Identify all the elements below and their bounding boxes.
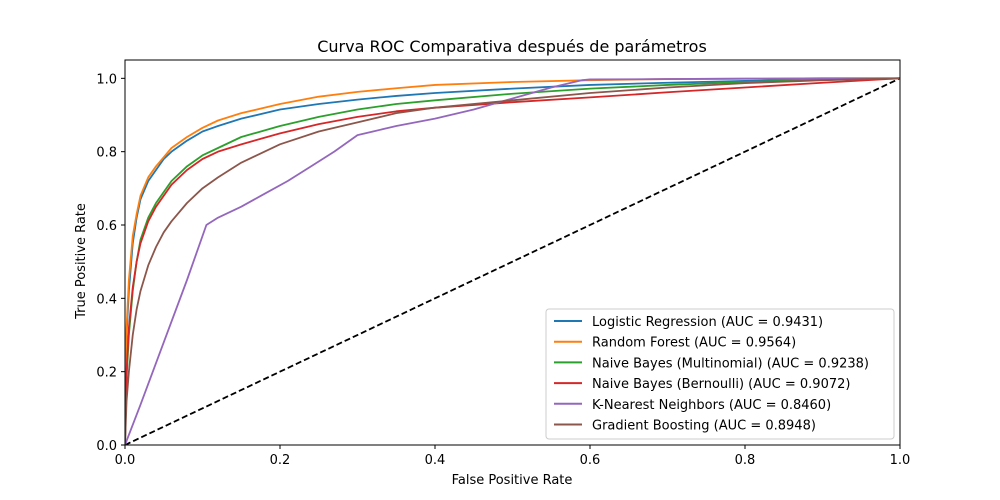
legend-label: Naive Bayes (Bernoulli) (AUC = 0.9072) bbox=[592, 377, 850, 392]
y-tick-label: 0.8 bbox=[96, 146, 117, 161]
reference-diagonal-line bbox=[125, 77, 900, 445]
x-tick-label: 0.8 bbox=[735, 453, 756, 468]
legend-label: K-Nearest Neighbors (AUC = 0.8460) bbox=[592, 398, 831, 413]
legend-box bbox=[545, 308, 895, 440]
x-axis-label: False Positive Rate bbox=[452, 473, 573, 488]
chart-title: Curva ROC Comparativa después de parámet… bbox=[317, 37, 707, 56]
x-axis-ticks: 0.0 0.2 0.4 0.6 0.8 1.0 bbox=[115, 445, 911, 468]
y-axis-ticks: 0.0 0.2 0.4 0.6 0.8 1.0 bbox=[96, 72, 125, 454]
plot-area bbox=[125, 77, 900, 445]
legend-label: Logistic Regression (AUC = 0.9431) bbox=[592, 315, 823, 330]
y-tick-label: 0.0 bbox=[96, 439, 117, 454]
series-line-4 bbox=[125, 77, 900, 445]
legend: Logistic Regression (AUC = 0.9431) Random… bbox=[545, 308, 895, 440]
y-axis-label: True Positive Rate bbox=[74, 203, 89, 320]
x-tick-label: 0.4 bbox=[425, 453, 446, 468]
x-tick-label: 0.0 bbox=[115, 453, 136, 468]
legend-label: Naive Bayes (Multinomial) (AUC = 0.9238) bbox=[592, 356, 869, 371]
legend-label: Gradient Boosting (AUC = 0.8948) bbox=[592, 419, 816, 434]
series-line-5 bbox=[125, 77, 900, 445]
series-lines bbox=[125, 77, 900, 445]
x-tick-label: 1.0 bbox=[890, 453, 911, 468]
x-tick-label: 0.6 bbox=[580, 453, 601, 468]
y-tick-label: 0.4 bbox=[96, 292, 117, 307]
y-tick-label: 1.0 bbox=[96, 72, 117, 87]
y-tick-label: 0.6 bbox=[96, 219, 117, 234]
y-tick-label: 0.2 bbox=[96, 366, 117, 381]
series-line-6 bbox=[125, 77, 900, 445]
x-tick-label: 0.2 bbox=[270, 453, 291, 468]
legend-label: Random Forest (AUC = 0.9564) bbox=[592, 336, 796, 351]
plot-frame bbox=[124, 59, 901, 446]
